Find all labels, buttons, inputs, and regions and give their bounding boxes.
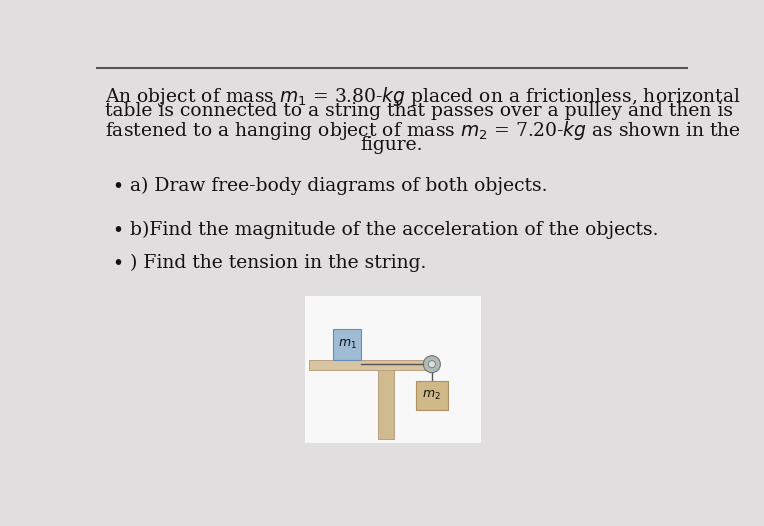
Text: $m_1$: $m_1$ [338, 338, 357, 351]
Text: ) Find the tension in the string.: ) Find the tension in the string. [130, 254, 426, 272]
Text: fastened to a hanging object of mass $m_2$ = 7.20-$kg$ as shown in the: fastened to a hanging object of mass $m_… [105, 118, 741, 141]
Circle shape [429, 361, 435, 368]
Text: •: • [112, 177, 124, 196]
Text: •: • [112, 254, 124, 273]
Text: figure.: figure. [361, 136, 422, 154]
Text: $m_2$: $m_2$ [422, 389, 442, 402]
Text: •: • [112, 221, 124, 240]
Bar [305, 297, 481, 443]
Bar [309, 360, 429, 370]
Text: b)Find the magnitude of the acceleration of the objects.: b)Find the magnitude of the acceleration… [130, 221, 658, 239]
Circle shape [423, 356, 440, 372]
Text: table is connected to a string that passes over a pulley and then is: table is connected to a string that pass… [105, 102, 733, 119]
Bar [378, 370, 394, 439]
Text: a) Draw free-body diagrams of both objects.: a) Draw free-body diagrams of both objec… [130, 177, 547, 195]
Bar [333, 329, 361, 360]
Text: An object of mass $m_1$ = 3.80-$kg$ placed on a frictionless, horizontal: An object of mass $m_1$ = 3.80-$kg$ plac… [105, 85, 740, 108]
Bar [416, 381, 448, 410]
